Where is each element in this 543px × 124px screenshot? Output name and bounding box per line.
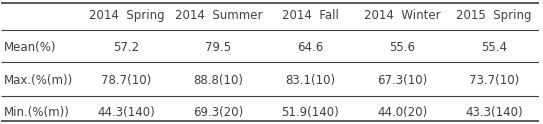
Text: Min.(%(m)): Min.(%(m)) (4, 106, 70, 119)
Text: 44.3(140): 44.3(140) (98, 106, 155, 119)
Text: 55.4: 55.4 (481, 41, 507, 54)
Text: 2015  Spring: 2015 Spring (457, 9, 532, 22)
Text: 88.8(10): 88.8(10) (193, 74, 243, 87)
Text: 2014  Fall: 2014 Fall (282, 9, 339, 22)
Text: 69.3(20): 69.3(20) (193, 106, 243, 119)
Text: 55.6: 55.6 (389, 41, 415, 54)
Text: 44.0(20): 44.0(20) (377, 106, 427, 119)
Text: 51.9(140): 51.9(140) (281, 106, 339, 119)
Text: Mean(%): Mean(%) (4, 41, 57, 54)
Text: 2014  Spring: 2014 Spring (89, 9, 164, 22)
Text: 43.3(140): 43.3(140) (465, 106, 523, 119)
Text: 78.7(10): 78.7(10) (101, 74, 151, 87)
Text: 57.2: 57.2 (113, 41, 140, 54)
Text: 2014  Summer: 2014 Summer (175, 9, 262, 22)
Text: 73.7(10): 73.7(10) (469, 74, 519, 87)
Text: 2014  Winter: 2014 Winter (364, 9, 440, 22)
Text: Max.(%(m)): Max.(%(m)) (4, 74, 73, 87)
Text: 67.3(10): 67.3(10) (377, 74, 427, 87)
Text: 64.6: 64.6 (297, 41, 324, 54)
Text: 83.1(10): 83.1(10) (285, 74, 336, 87)
Text: 79.5: 79.5 (205, 41, 231, 54)
